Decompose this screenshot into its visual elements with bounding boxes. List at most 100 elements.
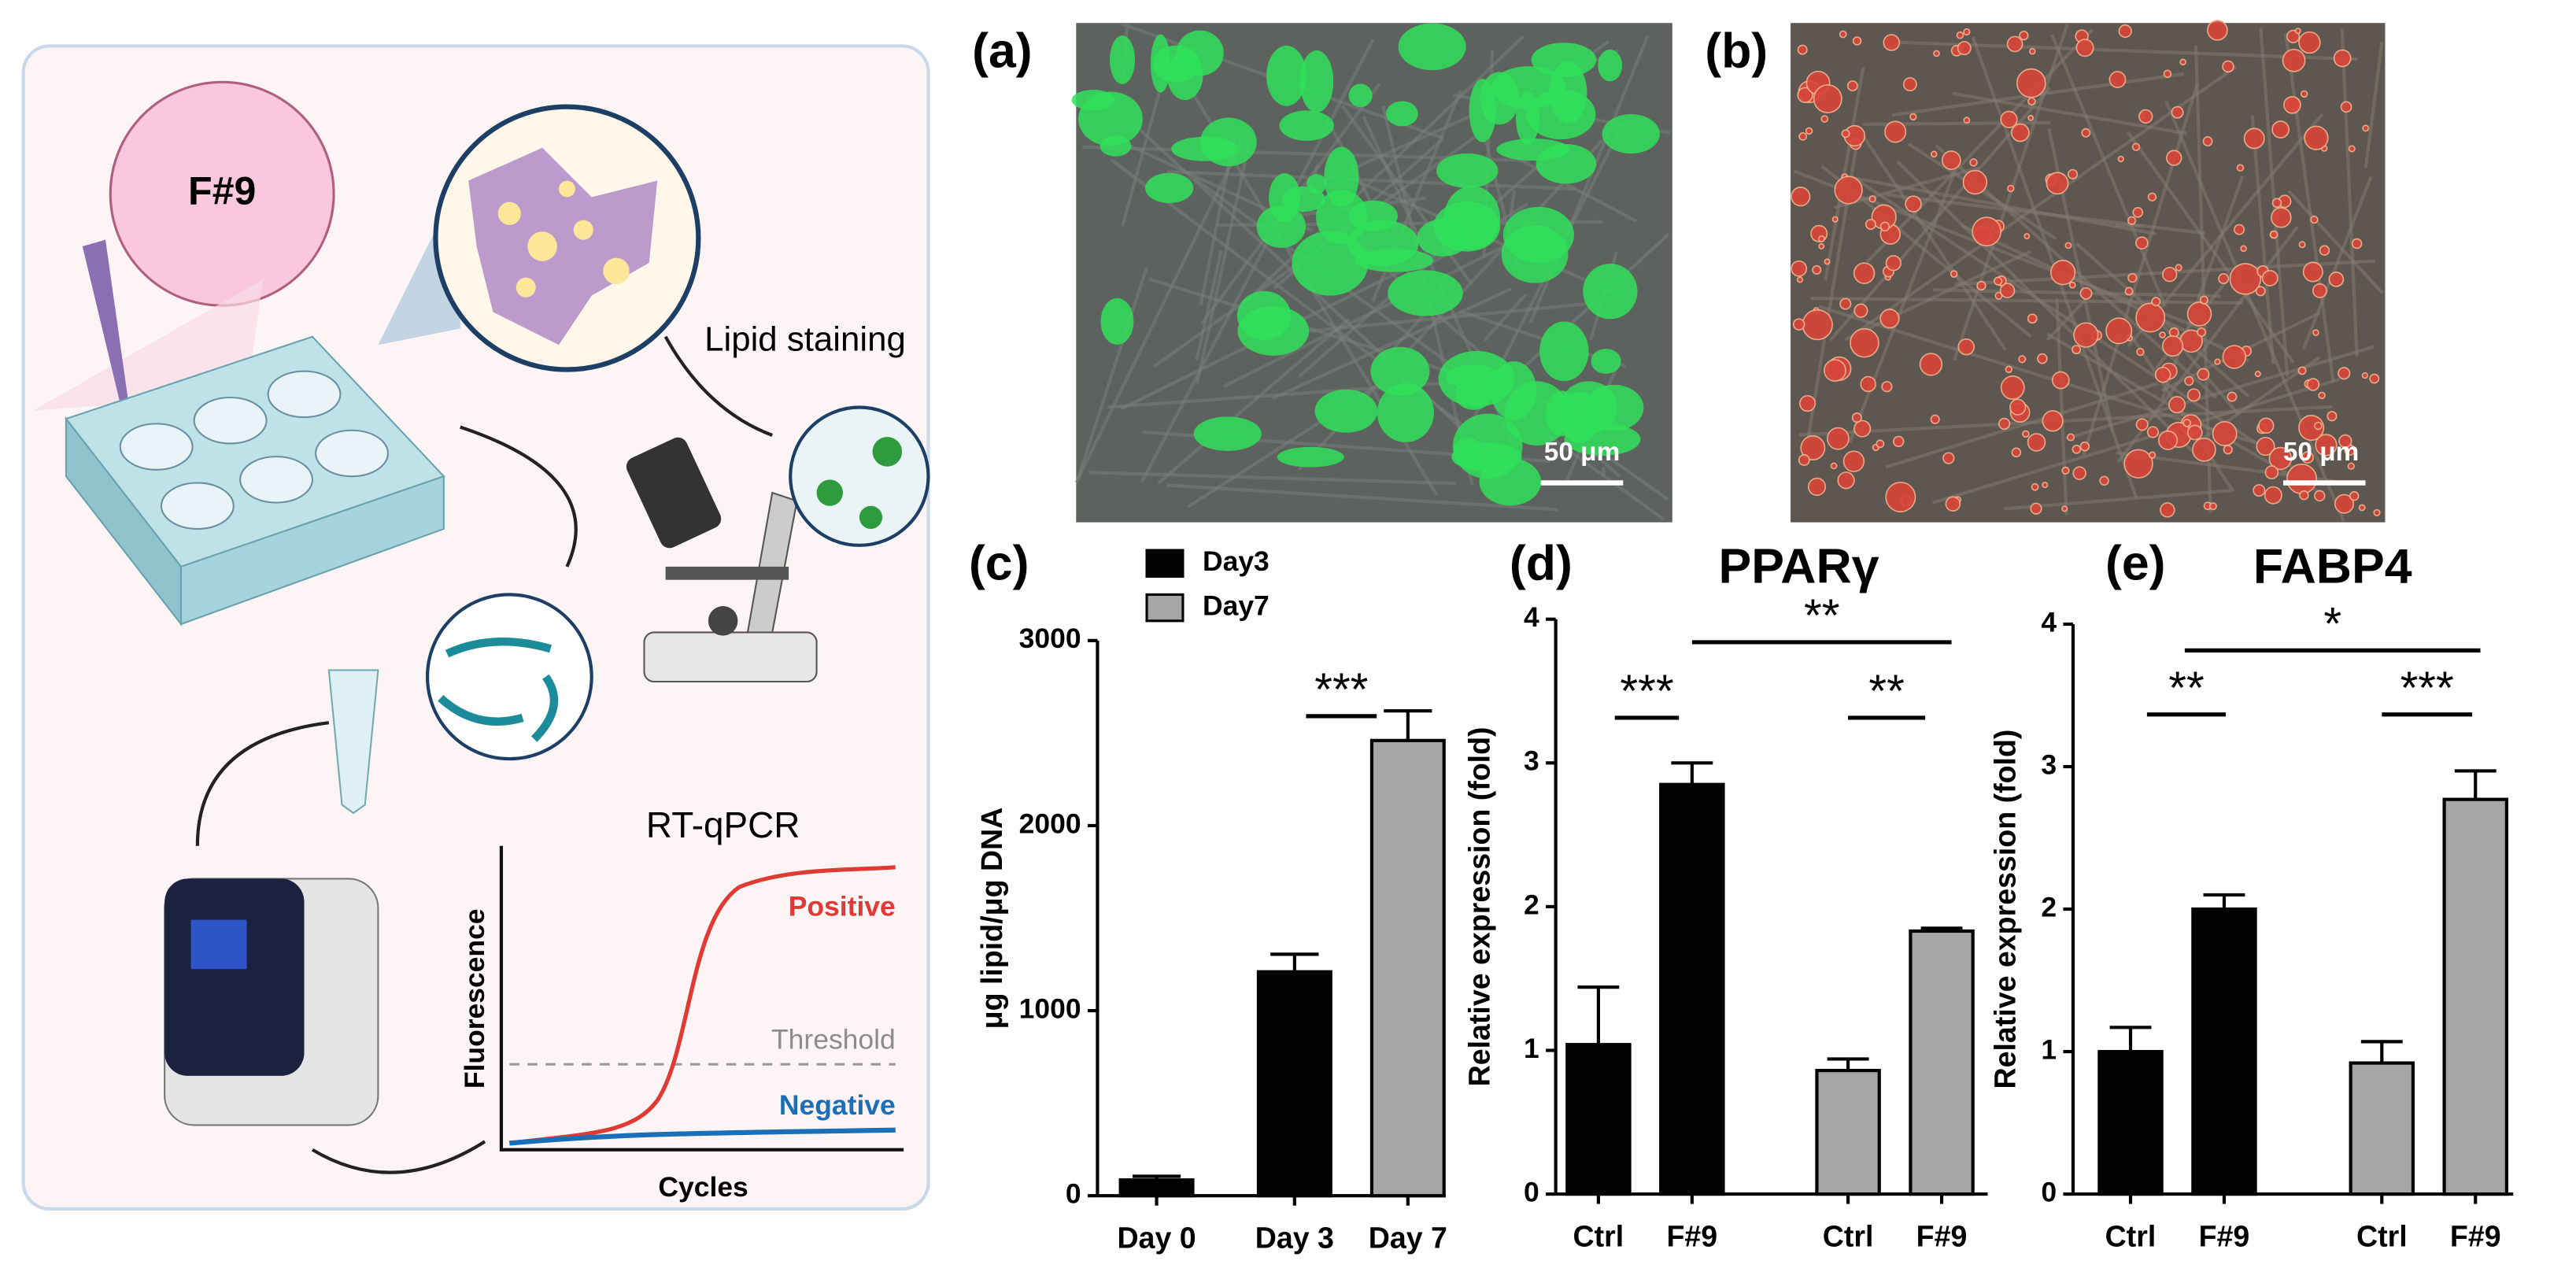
oil-droplet [2162,266,2178,283]
oil-droplet [2338,434,2352,449]
y-tick-label: 2000 [1019,808,1081,839]
oil-droplet [2127,272,2138,283]
oil-droplet [2236,164,2245,172]
fluorescence-label: Fluorescence [459,908,490,1089]
oil-droplet [2304,125,2329,150]
oil-droplet [2027,433,2046,452]
y-tick-label: 4 [2041,606,2057,638]
significance-label: *** [1314,664,1368,715]
oil-droplet [1994,291,2003,300]
oil-droplet [2358,504,2366,512]
oil-droplet [2197,368,2210,381]
oil-droplet [2256,436,2275,457]
oil-droplet [1798,131,1808,141]
oil-droplet [2123,449,2153,479]
oil-droplet [2157,430,2179,450]
oil-droplet [1879,221,1890,232]
microscope [626,437,818,683]
pipette [82,239,129,411]
oil-droplet [2218,272,2230,284]
oil-droplet [1839,30,1847,39]
negative-label: Negative [779,1089,896,1121]
oil-droplet [1999,283,2016,298]
arrows [195,335,773,1174]
lipid-stain [1377,383,1434,442]
lipid-stain [1602,114,1660,154]
lipid-stain [1078,91,1143,146]
oil-droplet [1842,450,1865,472]
fiber [2064,345,2375,441]
oil-droplet [1796,276,1804,283]
scale-bar-label: 50 μm [2283,438,2359,467]
bar [1256,970,1332,1198]
oil-droplet [2162,335,2184,357]
oil-droplet [2338,367,2351,380]
oil-droplet [2117,155,2124,163]
y-axis-label: Relative expression (fold) [1463,726,1496,1086]
oil-droplet [1942,452,1955,464]
oil-droplet [2227,391,2238,402]
lipid-stain [1598,49,1623,82]
x-tick-label: Ctrl [1823,1219,1874,1252]
oil-droplet [2016,68,2046,98]
oil-droplet [2018,355,2027,364]
y-tick-label: 2 [2041,891,2057,922]
fiber [1896,160,2197,456]
schematic: F#9 Lipid staining RT-qPCR Fluorescence … [21,44,930,1211]
lipid-stain [1564,423,1641,456]
oil-droplet [2312,329,2319,336]
y-tick-label: 0 [2041,1176,2057,1207]
oil-droplet [2229,263,2262,295]
bar [1909,929,1975,1196]
oil-droplet [2207,20,2228,41]
lipid-droplets [497,180,630,298]
oil-droplet [2075,39,2094,57]
oil-droplet [1834,176,1863,205]
oil-droplet [2138,109,2153,124]
fiber [1483,293,1528,342]
x-tick-label: F#9 [1916,1219,1968,1252]
lipid-stain [1348,200,1398,232]
bar [1565,1043,1632,1196]
chart-title: FABP4 [2253,539,2412,594]
oil-droplet [1998,417,2011,431]
oil-droplet [2271,120,2290,139]
oil-droplet [2298,415,2325,442]
significance-label: ** [2168,663,2204,714]
oil-droplet [2271,198,2282,209]
x-tick-label: Ctrl [2356,1219,2408,1252]
bar [1369,738,1446,1198]
fiber [1088,471,1456,486]
oil-droplet [1797,44,1808,55]
oil-droplet [2347,462,2355,470]
lipid-stain [1496,138,1570,161]
x-tick-label: Ctrl [1573,1219,1624,1252]
oil-droplet [2261,269,2278,287]
lipid-stain [1316,190,1368,245]
oil-droplet [2286,463,2318,495]
oil-droplet [1941,150,1961,170]
oil-droplet [1945,496,1961,512]
oil-droplet [2151,297,2161,307]
oil-droplet [1853,420,1872,438]
oil-droplet [2202,136,2213,147]
oil-droplet [2135,302,2166,333]
oil-droplet [1868,195,1876,203]
oil-droplet [2007,184,2015,193]
lipid-stain [1501,225,1569,283]
oil-droplet [2108,71,2127,88]
oil-droplet [2072,345,2082,355]
oil-droplet [2146,426,2160,438]
oil-droplet [2124,287,2134,296]
fiber [1271,287,1512,401]
rt-qpcr-label: RT-qPCR [646,804,800,845]
oil-droplet [1826,427,1850,450]
bar [1118,1178,1195,1198]
oil-droplet [1930,414,1940,424]
chart-title: PPARγ [1718,539,1879,594]
fiber [1285,300,1606,335]
fiber [1898,40,2358,61]
oil-droplet [1817,235,1825,243]
fiber [2250,115,2275,364]
oil-droplet [2294,28,2301,35]
